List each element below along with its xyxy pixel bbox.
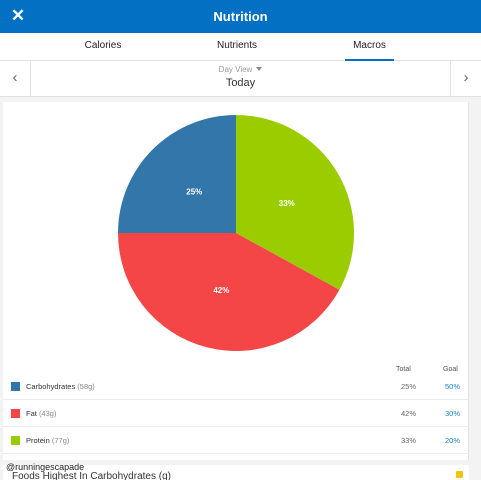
pie-label-fat: 42% bbox=[213, 286, 229, 295]
caret-down-icon bbox=[256, 67, 263, 71]
day-view-dropdown[interactable]: Day View bbox=[0, 65, 481, 74]
goal-column-header: Goal bbox=[443, 366, 458, 373]
pie-label-carbohydrates: 25% bbox=[186, 187, 202, 196]
close-icon[interactable]: ✕ bbox=[10, 6, 26, 25]
macro-label: Fat (43g) bbox=[26, 409, 57, 418]
watermark-text: @runningescapade bbox=[6, 462, 85, 472]
total-column-header: Total bbox=[396, 366, 411, 373]
macros-card: 25% 33% 42% bbox=[3, 102, 469, 460]
pie-label-protein: 33% bbox=[279, 199, 295, 208]
pie-slice-protein bbox=[236, 115, 354, 290]
macro-row-protein: Protein (77g) 33% 20% bbox=[3, 427, 469, 454]
title-bar: ✕ Nutrition bbox=[0, 0, 481, 33]
chevron-left-icon[interactable]: ‹ bbox=[0, 61, 31, 96]
pie-slice-fat bbox=[118, 233, 340, 351]
page-title: Nutrition bbox=[213, 9, 268, 24]
macro-goal[interactable]: 20% bbox=[444, 436, 460, 445]
macros-pie-chart: 25% 33% 42% bbox=[118, 115, 354, 351]
macro-label: Carbohydrates (58g) bbox=[26, 382, 95, 391]
day-navigation: ‹ Day View Today › bbox=[0, 61, 481, 97]
macro-label: Protein (77g) bbox=[26, 436, 70, 445]
macro-row-carbohydrates: Carbohydrates (58g) 25% 50% bbox=[3, 373, 469, 400]
fat-swatch bbox=[11, 409, 20, 418]
macro-total: 42% bbox=[400, 409, 416, 418]
lock-icon bbox=[456, 471, 463, 478]
chevron-right-icon[interactable]: › bbox=[450, 61, 481, 96]
foods-highest-card[interactable]: Foods Highest In Carbohydrates (g) bbox=[3, 465, 469, 480]
tab-calories[interactable]: Calories bbox=[84, 40, 122, 51]
pie-slice-carbohydrates bbox=[118, 115, 236, 233]
day-label: Today bbox=[225, 77, 256, 89]
protein-swatch bbox=[11, 436, 20, 445]
macro-total: 25% bbox=[400, 382, 416, 391]
tab-nutrients[interactable]: Nutrients bbox=[216, 40, 257, 51]
macro-goal[interactable]: 30% bbox=[444, 409, 460, 418]
tab-bar: Calories Nutrients Macros bbox=[0, 33, 481, 61]
macro-row-fat: Fat (43g) 42% 30% bbox=[3, 400, 469, 427]
macro-goal[interactable]: 50% bbox=[444, 382, 460, 391]
foods-highest-title: Foods Highest In Carbohydrates (g) bbox=[12, 471, 171, 480]
carbohydrates-swatch bbox=[11, 382, 20, 391]
macro-total: 33% bbox=[400, 436, 416, 445]
tab-macros[interactable]: Macros bbox=[345, 33, 394, 61]
day-view-label: Day View bbox=[218, 65, 253, 74]
